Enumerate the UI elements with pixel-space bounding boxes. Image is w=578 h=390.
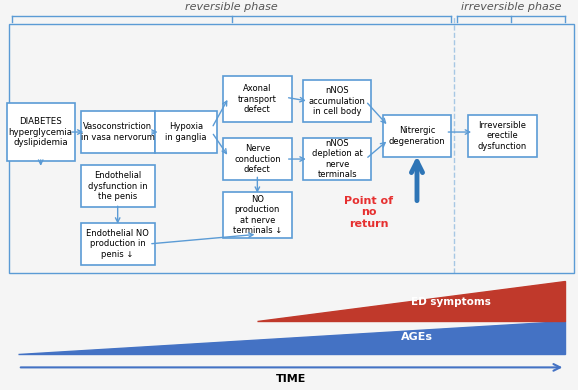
Text: Hypoxia
in ganglia: Hypoxia in ganglia	[165, 122, 207, 142]
FancyBboxPatch shape	[80, 111, 155, 153]
Text: Axonal
transport
defect: Axonal transport defect	[238, 84, 277, 114]
Polygon shape	[257, 280, 565, 321]
FancyBboxPatch shape	[223, 138, 291, 180]
Text: Nitrergic
degeneration: Nitrergic degeneration	[388, 126, 445, 145]
Text: Point of
no
return: Point of no return	[344, 196, 393, 229]
FancyBboxPatch shape	[80, 223, 155, 265]
Text: Irreversible
erectile
dysfunction: Irreversible erectile dysfunction	[478, 121, 527, 151]
Text: reversible phase: reversible phase	[186, 2, 278, 12]
Text: Endothelial
dysfunction in
the penis: Endothelial dysfunction in the penis	[88, 171, 147, 201]
Text: Endothelial NO
production in
penis ↓: Endothelial NO production in penis ↓	[86, 229, 149, 259]
FancyBboxPatch shape	[303, 138, 372, 180]
Text: Nerve
conduction
defect: Nerve conduction defect	[234, 144, 281, 174]
FancyBboxPatch shape	[383, 115, 451, 157]
Text: Vasoconstriction
in vasa nervorum: Vasoconstriction in vasa nervorum	[81, 122, 155, 142]
FancyBboxPatch shape	[80, 165, 155, 207]
Text: TIME: TIME	[276, 374, 307, 384]
FancyBboxPatch shape	[6, 103, 75, 161]
Polygon shape	[18, 321, 565, 354]
Text: nNOS
depletion at
nerve
terminals: nNOS depletion at nerve terminals	[312, 139, 362, 179]
Text: irreversible phase: irreversible phase	[461, 2, 561, 12]
Text: NO
production
at nerve
terminals ↓: NO production at nerve terminals ↓	[233, 195, 282, 235]
FancyBboxPatch shape	[303, 80, 372, 122]
Text: nNOS
accumulation
in cell body: nNOS accumulation in cell body	[309, 86, 366, 116]
Text: AGEs: AGEs	[401, 332, 433, 342]
Text: DIABETES
hyperglycemia
dyslipidemia: DIABETES hyperglycemia dyslipidemia	[9, 117, 73, 147]
FancyBboxPatch shape	[468, 115, 537, 157]
FancyBboxPatch shape	[223, 192, 291, 238]
FancyBboxPatch shape	[155, 111, 217, 153]
FancyBboxPatch shape	[223, 76, 291, 122]
Text: ED symptoms: ED symptoms	[412, 297, 491, 307]
